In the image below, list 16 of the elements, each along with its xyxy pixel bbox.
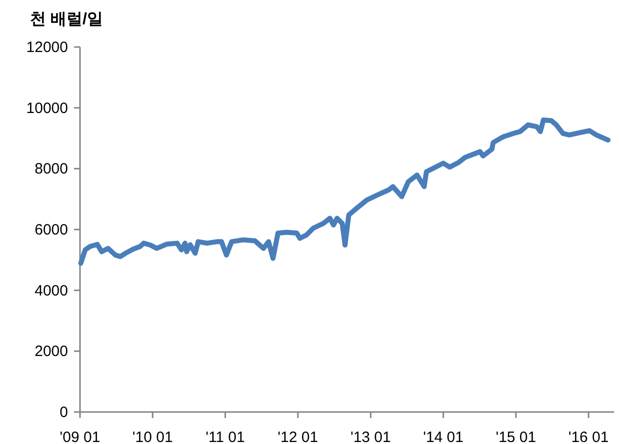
x-tick-label: '14 01 xyxy=(423,429,464,444)
x-tick-label: '09 01 xyxy=(60,429,100,444)
x-tick-label: '15 01 xyxy=(496,429,536,444)
x-tick-label: '10 01 xyxy=(132,429,173,444)
y-tick-label: 12000 xyxy=(26,39,68,56)
x-tick-label: '12 01 xyxy=(278,429,318,444)
y-tick-label: 8000 xyxy=(34,160,68,178)
x-tick-label: '11 01 xyxy=(206,429,245,444)
x-tick-label: '13 01 xyxy=(350,429,391,444)
y-tick-label: 4000 xyxy=(34,282,68,300)
y-tick-label: 0 xyxy=(60,404,68,421)
x-tick-label: '16 01 xyxy=(568,429,609,444)
y-tick-label: 2000 xyxy=(34,343,68,360)
y-tick-label: 6000 xyxy=(34,222,68,238)
y-tick-label: 10000 xyxy=(26,100,68,117)
y-axis-title: 천 배럴/일 xyxy=(30,11,103,28)
